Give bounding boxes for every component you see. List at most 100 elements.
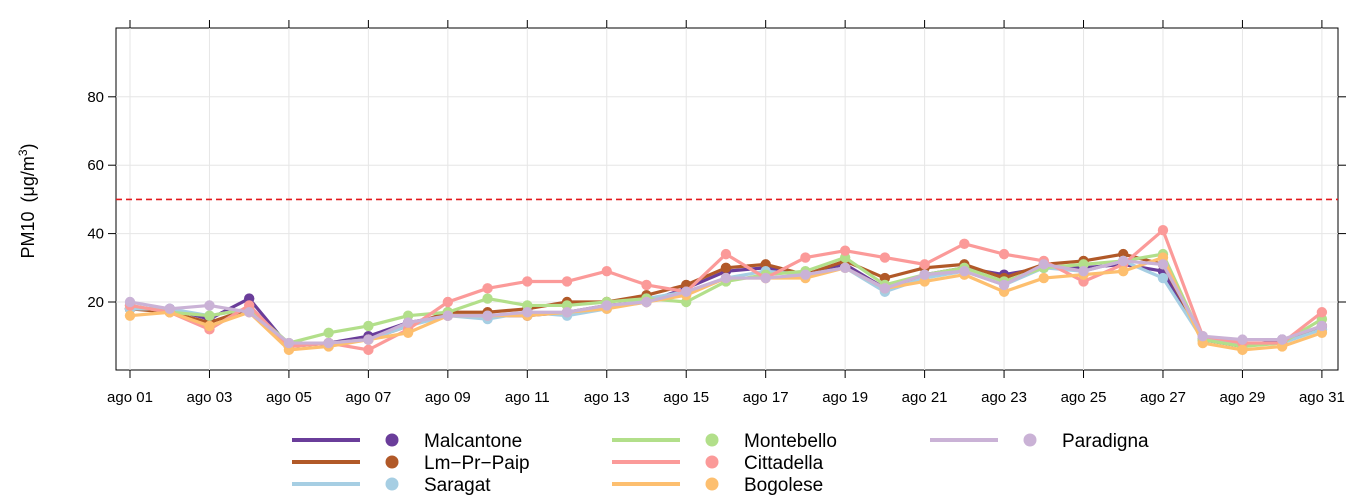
- legend-item: Lm−Pr−Paip: [292, 453, 530, 474]
- data-point: [720, 272, 732, 284]
- data-point: [204, 320, 215, 332]
- data-point: [998, 279, 1010, 291]
- legend-item: Montebello: [612, 431, 837, 452]
- data-point: [839, 245, 851, 256]
- series-layer: [124, 224, 1328, 356]
- x-tick-label: ago 29: [1219, 389, 1265, 406]
- data-point: [720, 248, 732, 260]
- data-point: [800, 269, 811, 280]
- x-tick-label: ago 15: [663, 389, 709, 406]
- data-point: [1276, 334, 1288, 345]
- x-tick-label: ago 03: [187, 389, 233, 406]
- series-group: [124, 224, 1328, 356]
- data-point: [482, 310, 493, 321]
- series-line: [129, 228, 1323, 352]
- data-point: [1316, 307, 1328, 318]
- data-point: [402, 317, 414, 328]
- data-point: [601, 300, 612, 311]
- data-point: [1237, 344, 1248, 356]
- legend-item: Saragat: [292, 475, 491, 496]
- series-group: [124, 255, 1328, 349]
- data-point: [522, 276, 533, 287]
- legend-point-swatch: [1023, 433, 1037, 447]
- data-point: [959, 238, 970, 250]
- data-point: [839, 262, 851, 273]
- data-point: [204, 310, 215, 321]
- x-tick-label: ago 01: [107, 389, 153, 406]
- y-axis-title-main: PM10: [18, 212, 38, 259]
- data-point: [959, 266, 970, 277]
- y-axis-title: PM10 (μg/m3): [16, 143, 38, 258]
- x-tick-label: ago 13: [584, 389, 630, 406]
- y-tick-label: 60: [87, 157, 104, 174]
- y-axis-title-unit-close: ): [18, 143, 38, 149]
- legend-label: Saragat: [424, 475, 491, 496]
- legend-item: Cittadella: [612, 453, 824, 474]
- data-point: [561, 276, 573, 287]
- legend-label: Cittadella: [744, 453, 824, 474]
- legend-label: Paradigna: [1062, 431, 1149, 452]
- data-point: [760, 272, 771, 284]
- data-point: [720, 262, 732, 273]
- data-point: [800, 252, 811, 263]
- data-point: [1157, 224, 1169, 236]
- data-point: [681, 286, 692, 297]
- data-point: [283, 337, 295, 349]
- data-point: [1197, 331, 1208, 342]
- data-point: [204, 300, 215, 311]
- data-point: [1078, 266, 1089, 277]
- data-point: [1316, 320, 1328, 332]
- legend-label: Malcantone: [424, 431, 522, 452]
- legend-item: Paradigna: [930, 431, 1149, 452]
- y-axis-title-unit-sup: 3: [16, 149, 30, 156]
- data-point: [1157, 272, 1169, 284]
- x-tick-label: ago 27: [1140, 389, 1186, 406]
- data-point: [641, 296, 652, 308]
- y-tick-label: 80: [87, 89, 104, 106]
- data-point: [402, 327, 414, 338]
- data-point: [641, 279, 652, 291]
- data-point: [482, 283, 493, 294]
- data-point: [363, 320, 374, 332]
- x-tick-label: ago 19: [822, 389, 868, 406]
- axes: ago 01 ago 03 ago 05 ago 07 ago 09 ago 11 ago …: [87, 20, 1346, 406]
- data-point: [601, 266, 612, 277]
- legend-label: Lm−Pr−Paip: [424, 453, 530, 474]
- data-point: [919, 259, 930, 270]
- legend-point-swatch: [385, 477, 399, 491]
- x-tick-label: ago 07: [345, 389, 391, 406]
- data-point: [998, 248, 1010, 260]
- y-tick-label: 20: [87, 294, 104, 311]
- data-point: [1237, 334, 1248, 345]
- data-point: [442, 310, 454, 321]
- data-point: [482, 293, 493, 304]
- legend-label: Montebello: [744, 431, 837, 452]
- data-point: [124, 310, 136, 321]
- data-point: [561, 307, 573, 318]
- data-point: [363, 334, 374, 345]
- x-tick-label: ago 31: [1299, 389, 1345, 406]
- x-tick-label: ago 23: [981, 389, 1027, 406]
- x-tick-label: ago 25: [1061, 389, 1107, 406]
- y-tick-label: 40: [87, 226, 104, 243]
- x-tick-label: ago 21: [902, 389, 948, 406]
- data-point: [522, 307, 533, 318]
- data-point: [1157, 259, 1169, 270]
- data-point: [879, 252, 891, 263]
- legend-point-swatch: [705, 433, 719, 447]
- x-tick-label: ago 11: [505, 389, 550, 406]
- legend-point-swatch: [385, 433, 399, 447]
- data-point: [879, 283, 891, 294]
- data-point: [1118, 255, 1129, 267]
- data-point: [1118, 266, 1129, 277]
- legend-point-swatch: [705, 455, 719, 469]
- legend-point-swatch: [705, 477, 719, 491]
- data-point: [1038, 259, 1049, 270]
- data-point: [323, 327, 334, 338]
- data-point: [919, 269, 930, 280]
- data-point: [363, 344, 374, 356]
- legend-point-swatch: [385, 455, 399, 469]
- legend-item: Bogolese: [612, 475, 823, 496]
- x-tick-label: ago 09: [425, 389, 471, 406]
